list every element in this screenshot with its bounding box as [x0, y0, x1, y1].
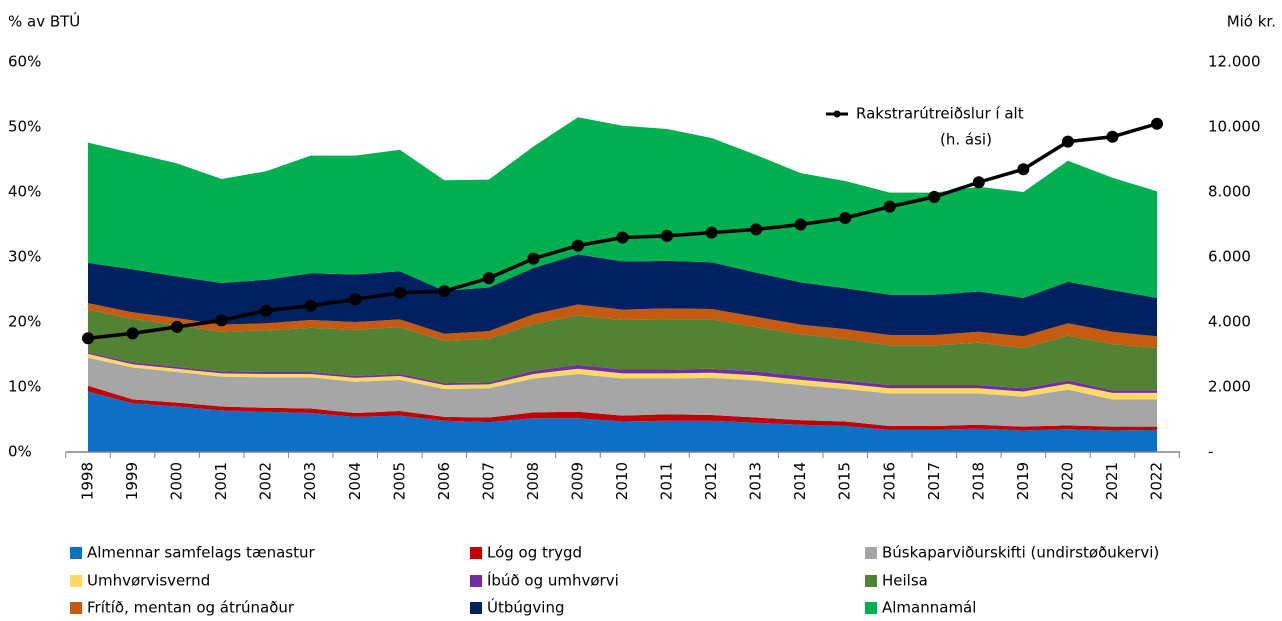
area	[88, 357, 1157, 427]
line-marker	[839, 212, 852, 224]
y-axis-label: % av BTÚ	[8, 12, 80, 31]
y-tick-label: 60%	[8, 53, 41, 71]
line-marker	[393, 286, 406, 299]
x-tick-label: 2007	[479, 462, 497, 500]
y2-tick-label: 6.000	[1208, 248, 1251, 266]
line-marker	[349, 293, 362, 306]
x-tick-label: 2015	[836, 462, 854, 500]
x-tick-label: 2003	[301, 462, 319, 500]
legend-label: Frítíð, mentan og átrúnaður	[87, 599, 295, 617]
line-marker	[171, 320, 184, 333]
area	[88, 391, 1157, 452]
x-tick-label: 2022	[1148, 462, 1166, 500]
x-tick-label: 2002	[257, 462, 275, 500]
line-marker	[82, 332, 94, 345]
line-marker	[1017, 163, 1030, 176]
y-tick-label: 20%	[8, 313, 41, 331]
areas	[88, 117, 1157, 452]
x-tick-label: 2012	[702, 462, 720, 500]
y2-tick-label: 8.000	[1208, 183, 1251, 201]
x-tick-label: 2017	[925, 462, 943, 500]
y-tick-label: 40%	[8, 183, 41, 201]
y-tick-label: 50%	[8, 118, 41, 136]
line-label: Rakstrarútreiðslur í alt	[856, 105, 1024, 123]
y2-tick-label: 2.000	[1208, 378, 1251, 396]
x-tick-label: 2016	[880, 462, 898, 500]
y2-axis-label: Mió kr.	[1227, 13, 1276, 31]
area	[88, 117, 1157, 298]
line-marker	[661, 229, 674, 242]
legend-swatch	[470, 602, 482, 614]
line-marker	[972, 176, 985, 189]
line-marker	[527, 252, 540, 265]
legend-swatch	[470, 547, 482, 559]
legend-label: Umhvørvisvernd	[87, 572, 210, 590]
legend-swatch	[865, 602, 877, 614]
y2-tick-label: 12.000	[1208, 53, 1261, 71]
x-tick-label: 1998	[79, 462, 97, 500]
x-tick-label: 2020	[1058, 462, 1076, 500]
area	[88, 353, 1157, 400]
line-marker	[571, 239, 584, 252]
x-tick-label: 2000	[168, 462, 186, 500]
x-tick-label: 2005	[390, 462, 408, 500]
x-tick-label: 2009	[568, 462, 586, 500]
x-tick-label: 2006	[435, 462, 453, 500]
area	[88, 254, 1157, 337]
line-marker	[794, 218, 807, 231]
line-marker	[1106, 130, 1119, 143]
legend-label: Íbúð og umhvørvi	[487, 571, 619, 590]
line-marker	[482, 272, 495, 285]
x-tick-label: 2019	[1014, 462, 1032, 500]
x-tick-label: 2021	[1103, 462, 1121, 500]
line-marker	[928, 190, 941, 203]
y-tick-label: 30%	[8, 248, 41, 266]
x-tick-label: 2008	[524, 462, 542, 500]
line-marker	[883, 200, 896, 213]
legend-label: Lóg og trygd	[487, 544, 582, 562]
line-marker	[1061, 135, 1074, 148]
line-marker	[1151, 117, 1163, 130]
y-tick-label: 0%	[8, 443, 32, 461]
area	[88, 303, 1157, 348]
line-marker	[126, 327, 139, 340]
legend-swatch	[70, 547, 82, 559]
x-tick-label: 2011	[658, 462, 676, 500]
x-tick-label: 2013	[747, 462, 765, 500]
area	[88, 385, 1157, 431]
legend-label: Búskaparviðurskifti (undirstøðukervi)	[882, 544, 1159, 562]
y2-tick-label: -	[1208, 443, 1213, 461]
line-marker	[750, 223, 763, 236]
legend-label: Útbúgving	[487, 598, 564, 617]
line-marker	[616, 231, 629, 244]
legend-label: Almannamál	[882, 599, 976, 617]
line-marker	[260, 304, 273, 317]
line-marker	[705, 226, 718, 239]
line-marker	[215, 314, 228, 327]
x-tick-label: 2001	[212, 462, 230, 500]
y2-tick-label: 4.000	[1208, 313, 1251, 331]
area	[88, 352, 1157, 393]
x-tick-label: 2018	[969, 462, 987, 500]
line-annotation: (h. ási)	[940, 131, 992, 149]
legend-label: Heilsa	[882, 572, 928, 590]
legend-swatch	[70, 575, 82, 587]
legend-swatch	[865, 547, 877, 559]
legend-swatch	[470, 575, 482, 587]
line-marker	[438, 285, 451, 298]
x-tick-label: 2014	[791, 462, 809, 500]
x-tick-label: 2004	[346, 462, 364, 500]
legend-swatch	[865, 575, 877, 587]
y-tick-label: 10%	[8, 378, 41, 396]
x-tick-label: 2010	[613, 462, 631, 500]
line-marker	[304, 299, 317, 312]
legend-label: Almennar samfelags tænastur	[87, 544, 316, 562]
legend-swatch	[70, 602, 82, 614]
legend-swatch	[833, 110, 841, 118]
x-tick-label: 1999	[123, 462, 141, 500]
y2-tick-label: 10.000	[1208, 118, 1261, 136]
